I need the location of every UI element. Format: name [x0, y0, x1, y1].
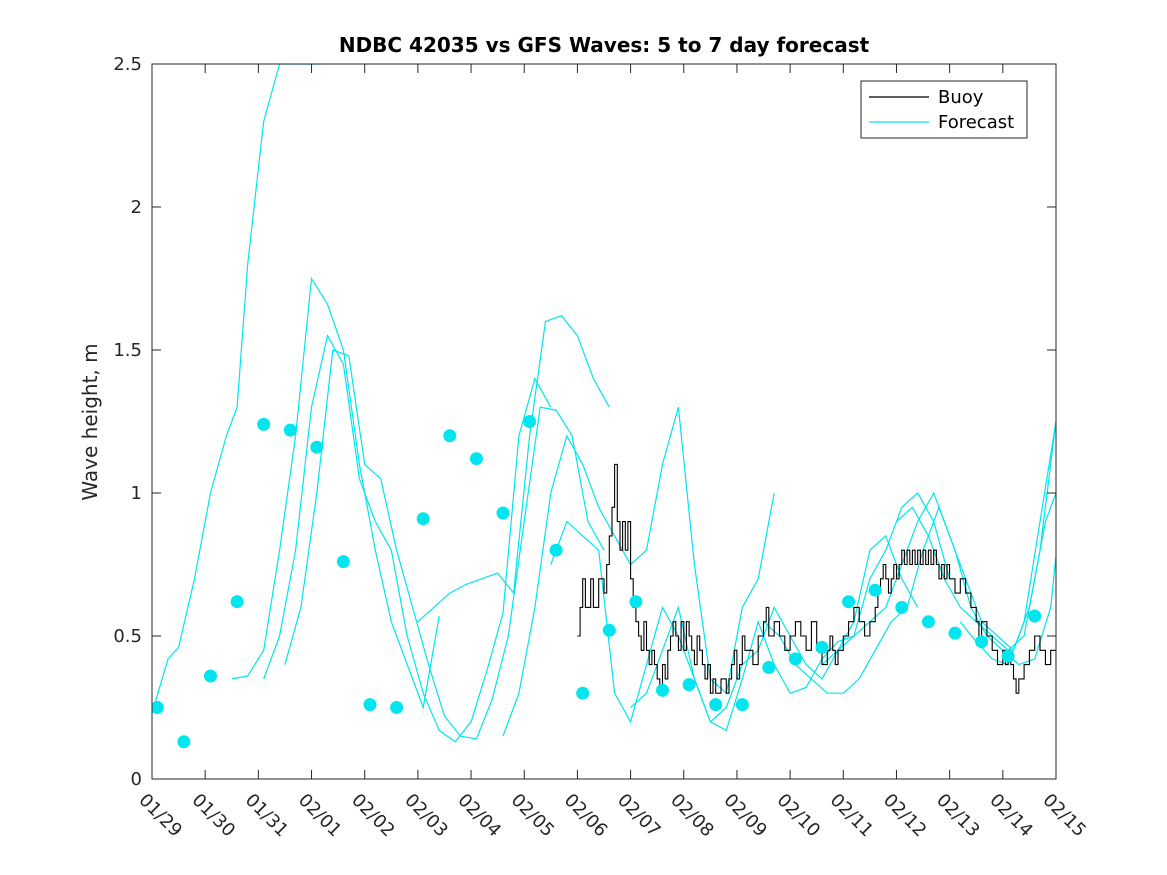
forecast-marker — [842, 595, 856, 609]
y-tick-label: 0 — [131, 769, 142, 790]
forecast-line-7 — [550, 520, 919, 724]
chart-title: NDBC 42035 vs GFS Waves: 5 to 7 day fore… — [339, 33, 870, 57]
forecast-marker — [230, 595, 244, 609]
y-axis-label: Wave height, m — [78, 343, 102, 500]
forecast-line-4 — [284, 349, 605, 740]
plot-area — [152, 64, 1056, 749]
forecast-marker — [709, 698, 723, 712]
forecast-line-2 — [231, 276, 440, 710]
forecast-marker — [363, 698, 377, 712]
y-tick-label: 2 — [131, 197, 142, 218]
forecast-marker — [815, 640, 829, 654]
forecast-marker — [443, 429, 457, 443]
forecast-marker — [788, 652, 802, 666]
forecast-marker — [629, 595, 643, 609]
legend-label-forecast: Forecast — [938, 112, 1014, 133]
legend-box — [860, 80, 1028, 139]
forecast-marker — [416, 512, 430, 526]
forecast-line-9 — [763, 505, 1056, 694]
forecast-marker — [948, 626, 962, 640]
forecast-marker — [975, 635, 989, 649]
y-tick-label: 2.5 — [113, 54, 142, 75]
y-tick-label: 1 — [131, 483, 142, 504]
forecast-marker — [1001, 649, 1015, 663]
axes-box — [151, 63, 1057, 780]
legend: Buoy Forecast — [860, 80, 1028, 139]
forecast-marker — [469, 452, 483, 466]
forecast-marker — [204, 669, 217, 683]
forecast-marker — [523, 415, 537, 428]
forecast-marker — [656, 683, 669, 697]
forecast-marker — [549, 543, 563, 557]
forecast-marker — [310, 440, 324, 454]
forecast-marker — [496, 506, 510, 520]
forecast-marker — [682, 678, 696, 692]
forecast-marker — [735, 698, 749, 712]
forecast-marker — [868, 583, 882, 597]
forecast-marker — [283, 423, 297, 437]
forecast-marker — [762, 661, 776, 674]
forecast-marker — [1028, 609, 1042, 623]
forecast-marker — [390, 701, 404, 714]
forecast-marker — [921, 615, 935, 629]
forecast-marker — [336, 555, 350, 569]
forecast-line-5 — [417, 314, 610, 623]
forecast-marker — [257, 417, 271, 431]
y-tick-label: 0.5 — [113, 626, 142, 647]
forecast-marker — [895, 600, 909, 614]
forecast-marker — [152, 701, 164, 714]
legend-label-buoy: Buoy — [938, 87, 984, 108]
forecast-marker — [602, 623, 616, 637]
buoy-line — [577, 463, 1056, 694]
y-tick-label: 1.5 — [113, 340, 142, 361]
forecast-marker — [177, 735, 191, 749]
forecast-line-3 — [263, 334, 552, 743]
forecast-line-1 — [152, 64, 323, 714]
forecast-marker — [576, 686, 590, 700]
